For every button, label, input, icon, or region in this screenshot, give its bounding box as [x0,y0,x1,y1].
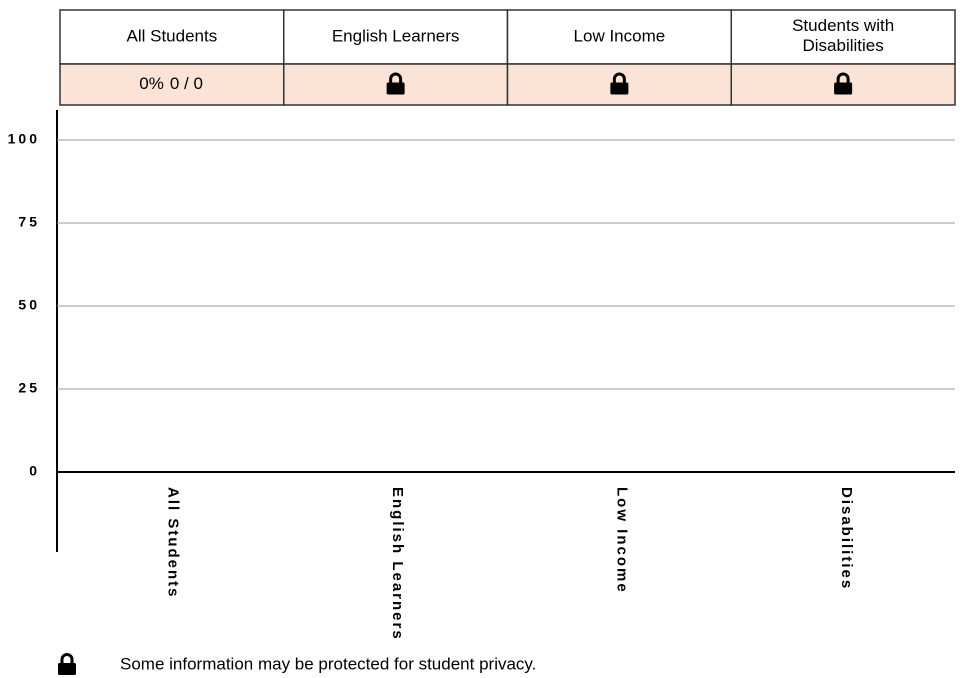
x-tick-label: English Learners [389,487,406,641]
percent: 0% [139,74,164,93]
x-tick-label: Low Income [613,487,630,594]
x-tick-label: All Students [164,487,181,599]
value-cell [59,63,285,106]
y-tick-label: 75 [18,214,40,230]
header-cell [730,9,956,65]
x-tick-label: Disabilities [838,487,855,590]
y-tick-label: 25 [18,380,40,396]
lock-icon [57,653,77,675]
y-tick-label: 0 [29,463,40,479]
y-tick-label: 50 [18,297,40,313]
footnote: Some information may be protected for st… [120,654,536,673]
header-label: Low Income [574,26,666,45]
y-tick-label: 100 [8,131,40,147]
header-label: Students with Disabilities [792,16,894,55]
header-label: All Students [127,26,218,45]
count: 0 / 0 [170,74,203,93]
header-label: English Learners [332,26,460,45]
